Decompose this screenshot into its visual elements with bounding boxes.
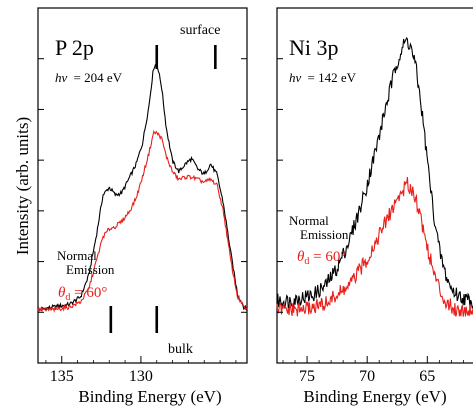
theta-value-2: = 60°: [309, 249, 346, 265]
x-tick-label-1-135: 135: [50, 368, 74, 385]
theta-sub-2: d: [304, 256, 309, 267]
photon-symbol-1: hν: [55, 70, 68, 85]
panel-2-theta-label: θd = 60°: [297, 249, 346, 267]
x-tick-label-2-70: 70: [359, 368, 375, 385]
photon-symbol-2: hν: [289, 70, 302, 85]
panel-2-label: Ni 3p: [289, 35, 339, 60]
theta-symbol-2: θ: [297, 249, 305, 265]
photon-value-1: = 204 eV: [74, 70, 123, 85]
panel-1-label: P 2p: [55, 35, 94, 60]
x-tick-label-2-65: 65: [419, 368, 435, 385]
panel-2-frame: [276, 7, 473, 364]
panel-1-normal-emission-1: Normal: [57, 248, 97, 263]
panel-2-ticks: 75 70 65: [277, 58, 464, 385]
photon-value-2: = 142 eV: [308, 70, 357, 85]
panel-1-theta-label: θd = 60°: [58, 285, 107, 303]
theta-value-1: = 60°: [70, 285, 107, 301]
series-line-2-1: [276, 36, 473, 310]
panel-1-normal-emission-2: Emission: [66, 262, 115, 277]
panel-2-photon-energy: hν = 142 eV: [289, 70, 357, 85]
bulk-label: bulk: [168, 342, 193, 357]
x-tick-label-2-75: 75: [299, 368, 315, 385]
panel-2-normal-emission-2: Emission: [300, 227, 349, 242]
series-line-1-1: [37, 62, 248, 312]
panel-2-normal-emission-1: Normal: [289, 213, 329, 228]
panel-1-ticks: 135 130: [38, 58, 247, 385]
panel-2-series: [276, 36, 473, 317]
panel-2-x-axis-label: Binding Energy (eV): [303, 387, 446, 406]
panel-1-frame: [37, 7, 248, 364]
panel-1-series: [37, 62, 248, 313]
series-line-1-2: [37, 129, 248, 313]
series-line-2-2: [276, 176, 473, 317]
panel-1-peak-marks: [109, 45, 217, 333]
panel-1-x-axis-label: Binding Energy (eV): [78, 387, 221, 406]
panel-1-photon-energy: hν = 204 eV: [55, 70, 123, 85]
x-tick-label-1-130: 130: [129, 368, 153, 385]
y-axis-label: Intensity (arb. units): [13, 117, 32, 255]
theta-symbol-1: θ: [58, 285, 66, 301]
theta-sub-1: d: [65, 292, 70, 303]
surface-label: surface: [180, 23, 220, 38]
